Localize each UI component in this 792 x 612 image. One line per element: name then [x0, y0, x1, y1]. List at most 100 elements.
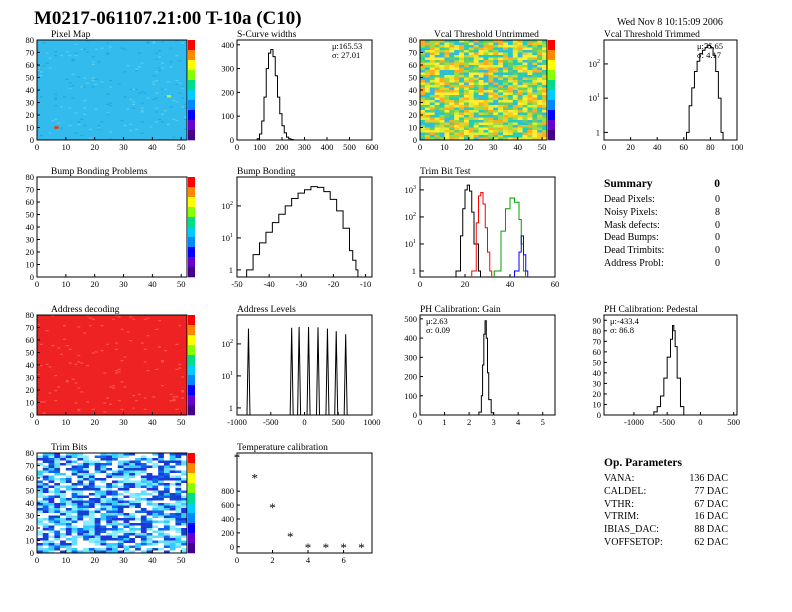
y-tick-label: 800 — [221, 486, 234, 496]
heatmap-cell — [488, 112, 494, 116]
heatmap-cell — [532, 137, 538, 141]
heatmap-cell — [181, 503, 188, 506]
heatmap-cell — [424, 102, 431, 106]
heatmap-cell — [54, 508, 61, 511]
heatmap-cell — [54, 533, 61, 536]
heatmap-cell — [449, 70, 455, 73]
heatmap-cell — [468, 70, 475, 73]
x-tick-label: 200 — [276, 142, 289, 152]
heatmap-cell — [94, 535, 101, 539]
heatmap-cell — [483, 97, 489, 101]
heatmap-cell — [429, 127, 435, 131]
heatmap-cell — [77, 465, 84, 469]
heatmap-cell — [132, 395, 136, 397]
heatmap-cell — [146, 475, 153, 479]
heatmap-cell — [454, 47, 460, 51]
heatmap-cell — [444, 50, 450, 53]
heatmap-cell — [77, 523, 84, 526]
heatmap-cell — [54, 523, 61, 526]
heatmap-cell — [169, 530, 176, 534]
heatmap-cell — [439, 117, 445, 121]
heatmap-cell — [161, 62, 164, 64]
heatmap-cell — [83, 548, 90, 551]
heatmap-cell — [100, 505, 107, 509]
heatmap-cell — [444, 100, 450, 103]
heatmap-cell — [420, 125, 426, 128]
heatmap-cell — [146, 458, 153, 461]
heatmap-cell — [459, 117, 465, 121]
heatmap-cell — [488, 72, 494, 76]
heatmap-cell — [468, 75, 475, 78]
heatmap-cell — [100, 543, 107, 546]
heatmap-cell — [117, 525, 124, 529]
heatmap-cell — [146, 42, 150, 44]
heatmap-cell — [97, 127, 101, 129]
heatmap-cell — [106, 495, 113, 499]
heatmap-cell — [117, 83, 121, 85]
heatmap-cell — [542, 137, 548, 141]
y-tick-label: 40 — [26, 360, 35, 370]
heatmap-cell — [48, 550, 55, 554]
heatmap-cell — [169, 463, 176, 466]
heatmap-cell — [459, 50, 465, 53]
heatmap-cell — [512, 112, 518, 116]
palette-band — [188, 473, 195, 484]
heatmap-cell — [112, 488, 119, 491]
heatmap-cell — [454, 90, 460, 93]
heatmap-cell — [468, 47, 475, 51]
heatmap-cell — [488, 122, 494, 126]
heatmap-cell — [420, 82, 426, 86]
heatmap-cell — [163, 535, 170, 539]
heatmap-cell — [444, 92, 450, 96]
heatmap-cell — [527, 65, 533, 68]
heatmap-cell — [429, 67, 435, 71]
heatmap-cell — [65, 523, 72, 526]
heatmap-cell — [463, 62, 470, 66]
heatmap-cell — [478, 90, 484, 93]
x-tick-label: 10 — [62, 142, 71, 152]
heatmap-cell — [65, 483, 72, 486]
heatmap-cell — [459, 120, 465, 123]
heatmap-cell — [80, 48, 84, 50]
heatmap-cell — [106, 520, 113, 524]
heatmap-cell — [434, 87, 440, 91]
heatmap-cell — [158, 118, 162, 120]
heatmap-cell — [488, 50, 494, 53]
heatmap-cell — [517, 50, 523, 53]
heatmap-cell — [424, 87, 431, 91]
heatmap-cell — [83, 460, 90, 464]
heatmap-cell — [37, 493, 44, 496]
heatmap-cell — [45, 363, 49, 365]
heatmap-cell — [473, 42, 479, 46]
heatmap-cell — [37, 495, 44, 499]
heatmap-cell — [117, 543, 124, 546]
palette-band — [188, 375, 195, 386]
summary-row: Dead Trimbits: 0 — [604, 245, 720, 258]
heatmap-cell — [37, 505, 44, 509]
heatmap-cell — [117, 503, 124, 506]
heatmap-cell — [532, 105, 538, 108]
heatmap-cell — [112, 538, 119, 541]
heatmap-cell — [48, 67, 52, 69]
op-parameters-panel: Op. Parameters VANA: 136 DAC CALDEL: 77 DA… — [604, 457, 728, 550]
heatmap-cell — [48, 523, 55, 526]
heatmap-cell — [542, 72, 548, 76]
heatmap-cell — [83, 100, 87, 102]
y-tick-label: 50 — [26, 348, 35, 358]
heatmap-cell — [140, 485, 147, 489]
panel-title: Trim Bit Test — [420, 167, 471, 177]
palette-band — [188, 50, 195, 61]
heatmap-cell — [488, 47, 494, 51]
heatmap-cell — [532, 82, 538, 86]
heatmap-cell — [163, 543, 170, 546]
heatmap-cell — [493, 85, 499, 88]
heatmap-cell — [94, 455, 101, 459]
heatmap-cell — [60, 525, 67, 529]
heatmap-cell — [449, 60, 455, 63]
heatmap-cell — [488, 107, 494, 111]
heatmap-cell — [77, 520, 84, 524]
heatmap-cell — [77, 538, 84, 541]
heatmap-cell — [473, 107, 479, 111]
heatmap-cell — [522, 115, 528, 118]
heatmap-cell — [512, 132, 518, 136]
